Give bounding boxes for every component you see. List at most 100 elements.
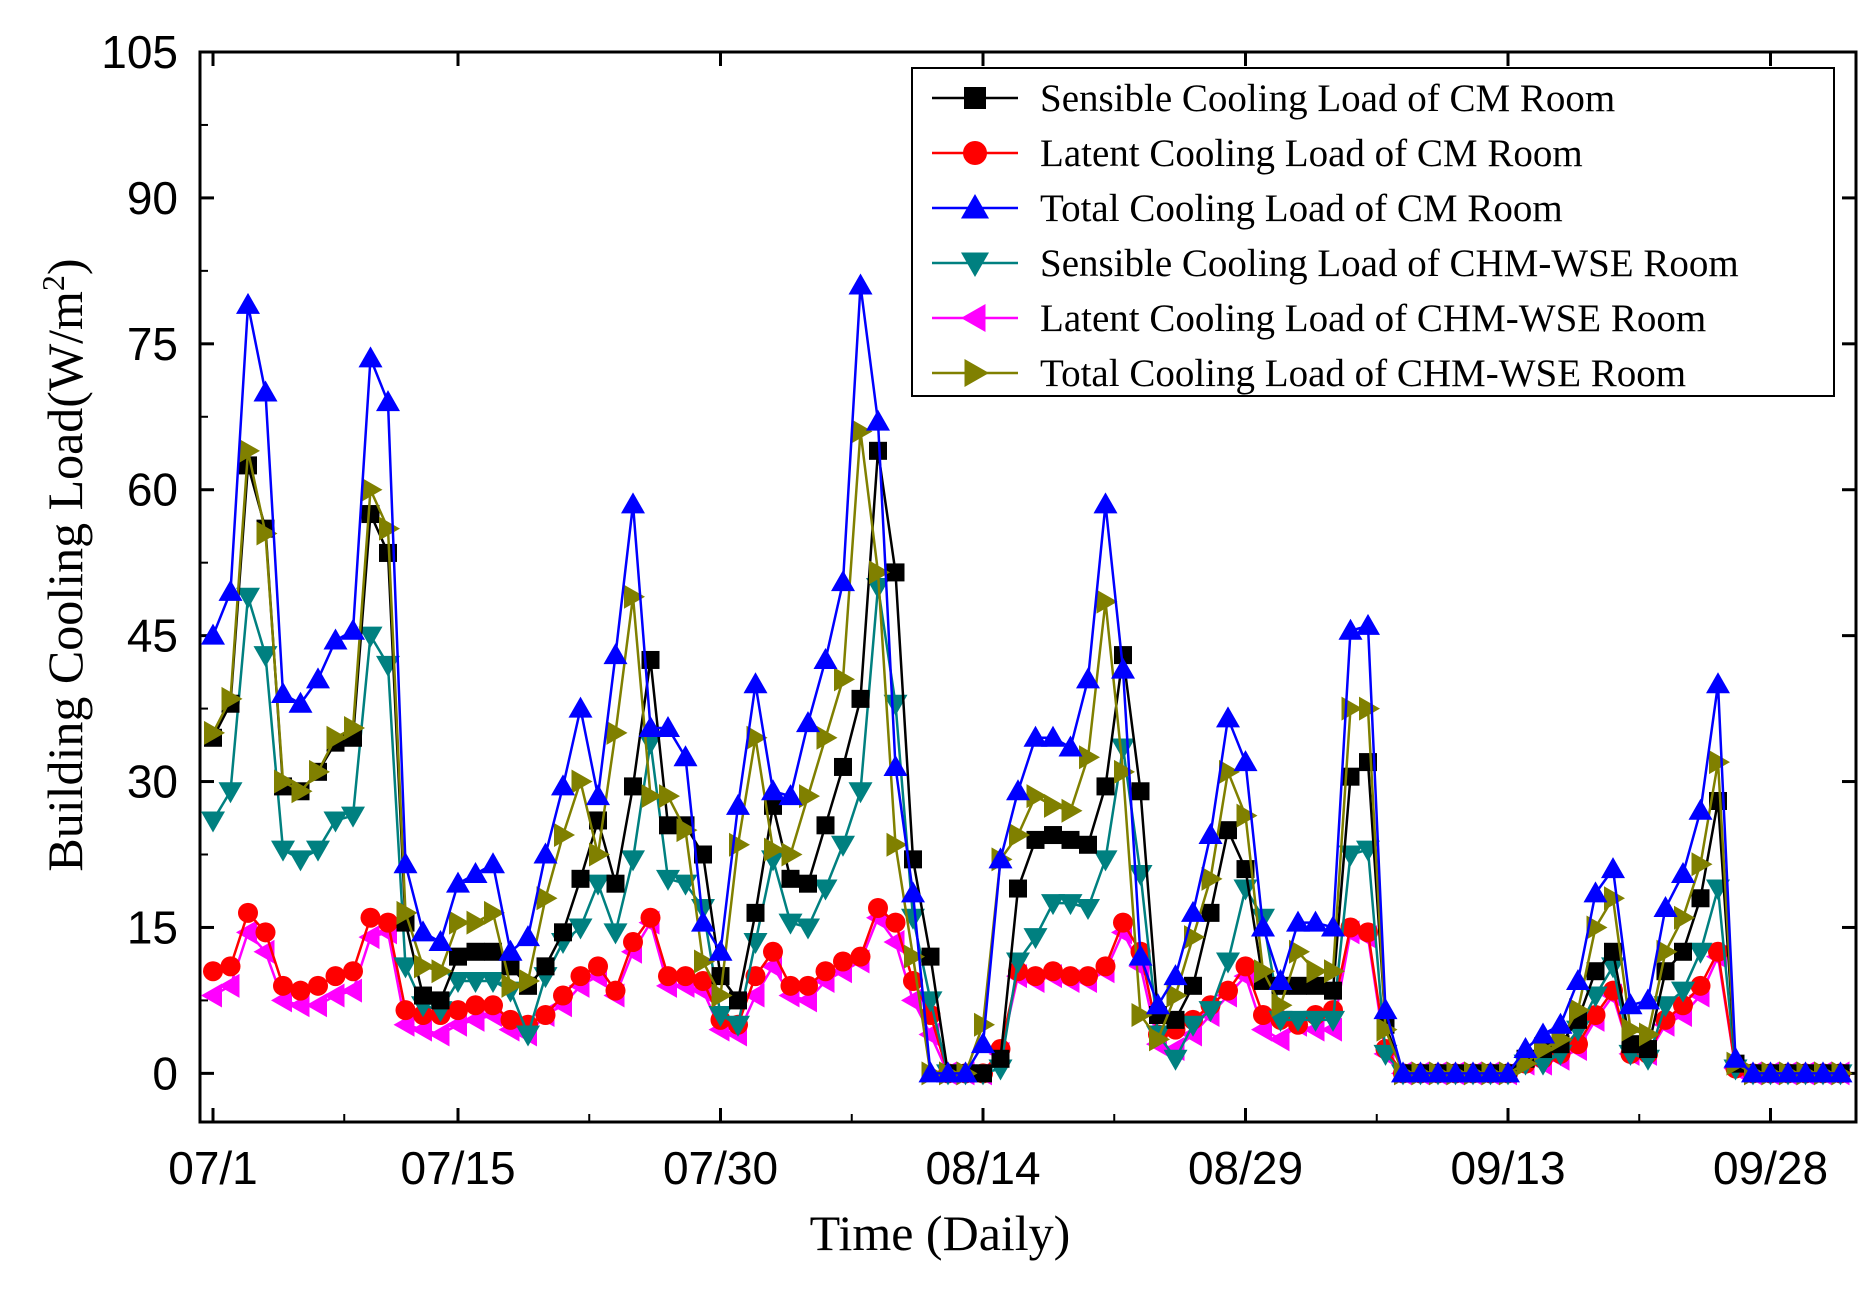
y-tick-label: 105: [101, 26, 178, 78]
data-point: [834, 757, 852, 776]
data-point: [253, 646, 278, 668]
data-point: [624, 584, 645, 609]
data-point: [623, 932, 643, 953]
data-point: [656, 716, 680, 738]
data-point: [729, 991, 747, 1010]
data-point: [621, 492, 645, 514]
data-point: [1233, 879, 1258, 901]
data-point: [883, 754, 908, 776]
data-point: [869, 441, 887, 460]
data-point: [309, 759, 330, 784]
data-point: [1673, 995, 1693, 1016]
data-point: [606, 874, 625, 893]
data-point: [519, 968, 540, 993]
data-point: [466, 942, 485, 961]
data-point: [1324, 981, 1342, 1000]
data-point: [533, 842, 558, 864]
data-point: [1198, 823, 1223, 845]
data-point: [1706, 672, 1730, 694]
legend-label: Latent Cooling Load of CHM-WSE Room: [1040, 297, 1706, 340]
y-tick-label: 30: [127, 756, 178, 808]
data-point: [1268, 1010, 1293, 1032]
data-point: [816, 725, 838, 750]
data-point: [568, 696, 593, 718]
data-point: [726, 793, 750, 815]
data-point: [641, 784, 663, 809]
y-tick-label: 75: [127, 318, 178, 370]
data-point: [1741, 1061, 1765, 1083]
data-point: [851, 689, 870, 708]
data-point: [1061, 798, 1083, 823]
data-point: [1636, 988, 1660, 1010]
data-point: [1690, 975, 1711, 996]
y-axis-title-main: Building Cooling Load: [37, 408, 93, 872]
data-point: [271, 840, 295, 862]
data-point: [358, 626, 383, 648]
data-point: [1426, 1061, 1450, 1083]
data-point: [1181, 1015, 1205, 1037]
data-point: [1235, 956, 1256, 977]
data-point: [921, 947, 940, 966]
data-point: [571, 869, 590, 888]
y-axis-title-unit-superscript: 2: [35, 275, 71, 291]
data-point: [481, 971, 505, 993]
data-point: [1113, 912, 1133, 933]
data-point: [1671, 861, 1695, 883]
data-point: [378, 912, 398, 933]
data-point: [463, 971, 488, 993]
legend-marker: [963, 141, 987, 165]
data-point: [1236, 803, 1258, 828]
x-tick-label: 07/15: [400, 1142, 515, 1194]
data-point: [1009, 879, 1027, 898]
y-axis-title-unit-open: (W/m: [37, 291, 93, 408]
data-point: [1793, 1061, 1818, 1083]
data-point: [1219, 821, 1237, 840]
data-point: [1496, 1061, 1520, 1083]
data-point: [288, 850, 313, 872]
data-point: [1096, 589, 1118, 614]
data-point: [885, 912, 906, 933]
data-point: [1688, 942, 1713, 964]
data-point: [1289, 939, 1310, 964]
data-point: [1184, 925, 1205, 950]
data-point: [344, 716, 365, 741]
data-point: [831, 570, 855, 592]
data-point: [1653, 896, 1678, 917]
data-point: [1286, 910, 1310, 932]
data-point: [586, 784, 610, 806]
data-point: [1776, 1061, 1800, 1083]
data-point: [796, 918, 820, 940]
data-point: [988, 847, 1013, 869]
data-point: [463, 861, 488, 883]
data-point: [323, 811, 348, 833]
data-point: [255, 922, 276, 943]
data-point: [446, 971, 470, 993]
data-point: [361, 477, 383, 502]
data-point: [516, 925, 540, 947]
data-point: [1218, 980, 1238, 1001]
data-point: [850, 946, 871, 967]
y-tick-labels: 0 15 30 45 60 75 90 105: [101, 26, 178, 1099]
data-point: [483, 995, 503, 1016]
data-point: [1303, 1010, 1328, 1032]
data-point: [693, 970, 713, 991]
y-tick-label: 90: [127, 172, 178, 224]
data-point: [868, 898, 888, 918]
data-point: [203, 961, 223, 982]
data-point: [201, 623, 225, 645]
data-point: [694, 845, 712, 864]
data-point: [1114, 759, 1135, 784]
data-point: [201, 983, 222, 1008]
data-point: [1114, 646, 1132, 665]
x-axis-title: Time (Daily): [810, 1205, 1071, 1261]
data-point: [218, 782, 243, 804]
data-point: [1166, 1010, 1185, 1029]
data-point: [341, 978, 362, 1003]
data-point: [831, 835, 855, 857]
data-point: [1009, 823, 1030, 848]
y-tick-label: 0: [152, 1047, 178, 1099]
data-point: [500, 1009, 521, 1030]
data-point: [711, 967, 730, 986]
data-point: [1758, 1061, 1783, 1083]
data-point: [221, 686, 243, 711]
